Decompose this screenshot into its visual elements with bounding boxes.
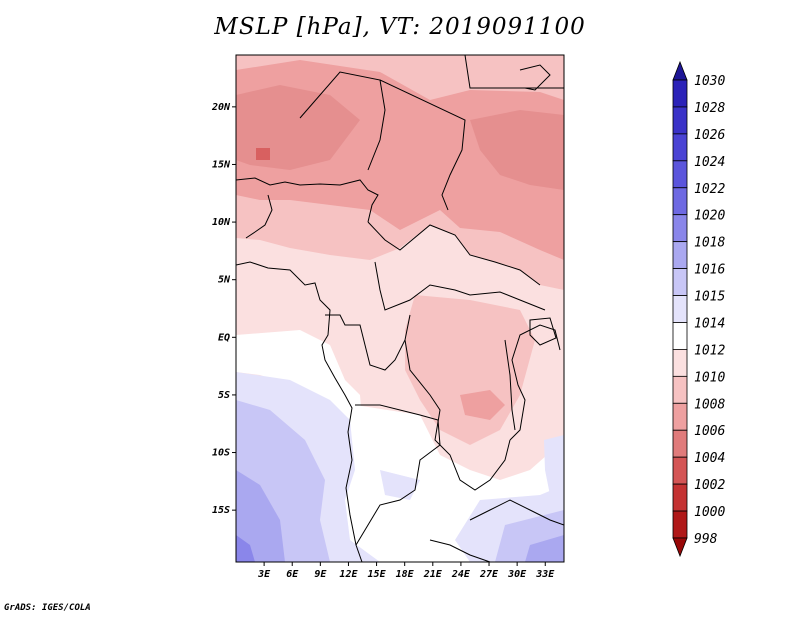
- colorbar-level-label: 1030: [694, 74, 725, 89]
- lon-label: 15E: [368, 569, 387, 580]
- colorbar-level-label: 1008: [694, 397, 725, 412]
- colorbar-level-label: 1000: [694, 505, 725, 520]
- colorbar-level-label: 1014: [694, 316, 725, 331]
- colorbar-level-label: 1015: [694, 290, 725, 305]
- nile-delta: [519, 64, 551, 91]
- field-1015-interior: [380, 470, 420, 500]
- colorbar-segment: [672, 187, 688, 216]
- tanganyika-lake: [504, 339, 516, 431]
- colorbar-level-label: 1018: [694, 236, 725, 251]
- lon-label: 27E: [479, 569, 499, 580]
- colorbar-segment: [672, 160, 688, 189]
- lat-label: 10N: [212, 217, 231, 228]
- grads-credit: GrADS: IGES/COLA: [4, 603, 91, 613]
- latitude-axis: 20N 15N 10N 5N EQ 5S 10S 15S: [211, 102, 236, 516]
- colorbar-segment: [672, 106, 688, 135]
- colorbar-segment: [672, 322, 688, 350]
- map-frame: [235, 54, 565, 563]
- colorbar-segment: [672, 375, 688, 404]
- lon-label: 18E: [396, 569, 415, 580]
- lon-label: 6E: [286, 569, 299, 580]
- field-1015-east: [544, 435, 564, 500]
- colorbar-level-label: 1012: [694, 343, 725, 358]
- colorbar-segment: [672, 268, 688, 296]
- namibia-border: [429, 539, 491, 562]
- colorbar-level-label: 1010: [694, 370, 725, 385]
- field-1014-coast: [236, 330, 362, 420]
- field-1018-southeast: [525, 535, 564, 562]
- lat-label: 10S: [212, 448, 230, 459]
- lon-label: 24E: [451, 569, 471, 580]
- colorbar-segment: [672, 456, 688, 485]
- colorbar-segment: [672, 79, 688, 108]
- lat-label: 5S: [218, 390, 230, 401]
- field-1018-atlantic: [236, 470, 285, 562]
- niger-delta-borders: [245, 194, 273, 239]
- colorbar-level-label: 998: [694, 532, 718, 547]
- colorbar-level-label: 1020: [694, 209, 725, 224]
- zambia-border: [469, 499, 564, 526]
- longitude-axis: 3E 6E 9E 12E 15E 18E 21E 24E 27E 30E 33E: [257, 562, 555, 580]
- colorbar-segment: [672, 241, 688, 269]
- colorbar-segment: [672, 429, 688, 458]
- lat-label: 20N: [211, 102, 231, 113]
- colorbar-bottom-arrow: [672, 537, 688, 558]
- colorbar-segment: [672, 214, 688, 243]
- car-south-border: [374, 261, 546, 311]
- colorbar: 1030 1028 1026 1024 1022 1020 1018 1016 1015 1014…: [672, 60, 725, 558]
- lon-label: 21E: [423, 569, 443, 580]
- colorbar-segment: [672, 402, 688, 431]
- colorbar-level-label: 1022: [694, 182, 725, 197]
- colorbar-segment: [672, 510, 688, 539]
- colorbar-segment: [672, 483, 688, 512]
- colorbar-level-label: 1016: [694, 263, 725, 278]
- niger-border: [299, 71, 386, 171]
- lat-label: 15N: [212, 159, 231, 170]
- field-1008-congo: [460, 390, 505, 420]
- lon-label: 33E: [535, 569, 555, 580]
- atlantic-coastline: [236, 261, 363, 562]
- chad-libya-border: [379, 79, 466, 211]
- gabon-congo-border: [325, 314, 411, 371]
- colorbar-top-arrow: [672, 60, 688, 81]
- egypt-sudan-border: [464, 55, 564, 89]
- colorbar-level-label: 1024: [694, 155, 725, 170]
- colorbar-level-label: 1006: [694, 424, 725, 439]
- lat-label: EQ: [218, 332, 230, 343]
- pressure-field: [236, 55, 564, 562]
- map-title: MSLP [hPa], VT: 2019091100: [214, 14, 586, 40]
- lat-label: 5N: [218, 275, 231, 286]
- colorbar-level-label: 1026: [694, 128, 725, 143]
- colorbar-level-label: 1004: [694, 451, 725, 466]
- colorbar-level-label: 1028: [694, 101, 725, 116]
- colorbar-segment: [672, 295, 688, 323]
- lon-label: 12E: [339, 569, 358, 580]
- lon-label: 3E: [257, 569, 271, 580]
- lat-label: 15S: [212, 505, 230, 516]
- lon-label: 30E: [507, 569, 527, 580]
- coastlines-borders: [236, 55, 564, 562]
- great-lakes-border: [509, 324, 561, 441]
- sahel-border: [236, 177, 379, 223]
- angola-border: [355, 404, 441, 546]
- field-1004-spot: [256, 148, 270, 160]
- field-1006-east: [470, 110, 564, 190]
- lon-label: 9E: [314, 569, 327, 580]
- colorbar-level-label: 1002: [694, 478, 725, 493]
- car-north-border: [367, 221, 541, 286]
- lake-victoria: [529, 317, 557, 346]
- colorbar-segment: [672, 349, 688, 377]
- colorbar-segment: [672, 133, 688, 162]
- field-1020-atlantic: [236, 535, 255, 562]
- drc-east-border: [404, 339, 511, 491]
